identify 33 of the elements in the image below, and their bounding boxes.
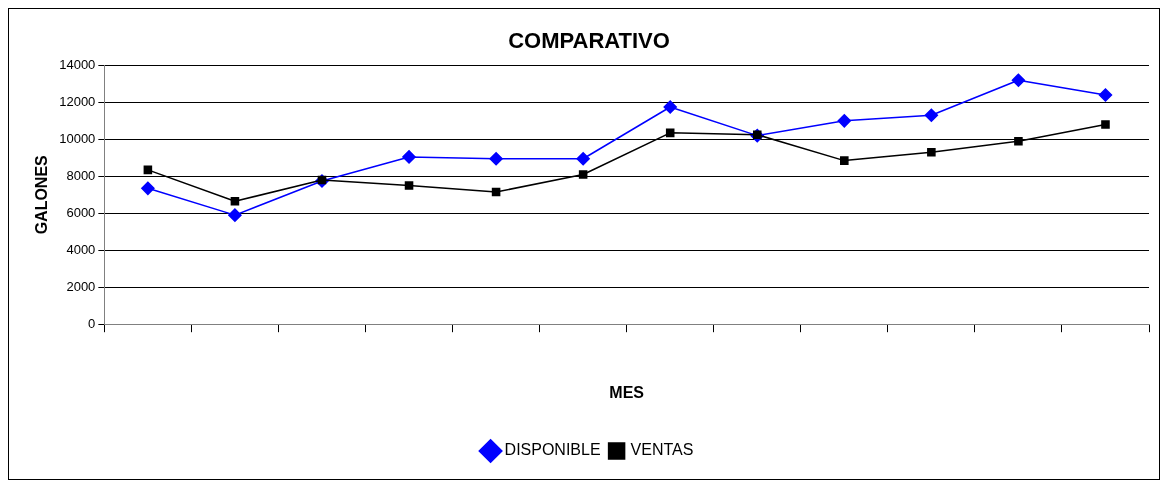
point bbox=[491, 187, 501, 197]
y-tick-label: 12000 bbox=[59, 93, 96, 109]
point bbox=[1098, 88, 1113, 102]
point bbox=[489, 152, 503, 166]
y-tick-label: 2000 bbox=[66, 278, 96, 294]
chart-title: COMPARATIVO bbox=[508, 28, 670, 54]
y-tick-label: 6000 bbox=[66, 204, 96, 220]
legend-label: VENTAS bbox=[630, 441, 694, 459]
point bbox=[665, 128, 675, 138]
point bbox=[576, 152, 590, 166]
point bbox=[230, 196, 240, 206]
point bbox=[578, 170, 588, 179]
point bbox=[143, 165, 153, 175]
point bbox=[228, 208, 242, 222]
point bbox=[1101, 120, 1110, 129]
y-axis-title: GALONES bbox=[33, 154, 51, 235]
y-tick-label: 10000 bbox=[59, 130, 96, 146]
x-axis-title: MES bbox=[609, 383, 645, 401]
y-tick-label: 8000 bbox=[66, 167, 96, 183]
legend-label: DISPONIBLE bbox=[504, 441, 601, 459]
point bbox=[927, 148, 936, 157]
point bbox=[141, 181, 155, 196]
y-tick-label: 14000 bbox=[59, 56, 96, 72]
point bbox=[1014, 136, 1023, 146]
point bbox=[840, 156, 849, 165]
point bbox=[1011, 73, 1026, 87]
point bbox=[924, 108, 939, 123]
y-tick-label: 4000 bbox=[66, 241, 96, 257]
point bbox=[837, 114, 852, 128]
point bbox=[402, 150, 416, 164]
point bbox=[663, 100, 677, 114]
y-tick-label: 0 bbox=[88, 315, 96, 331]
point bbox=[404, 181, 414, 190]
